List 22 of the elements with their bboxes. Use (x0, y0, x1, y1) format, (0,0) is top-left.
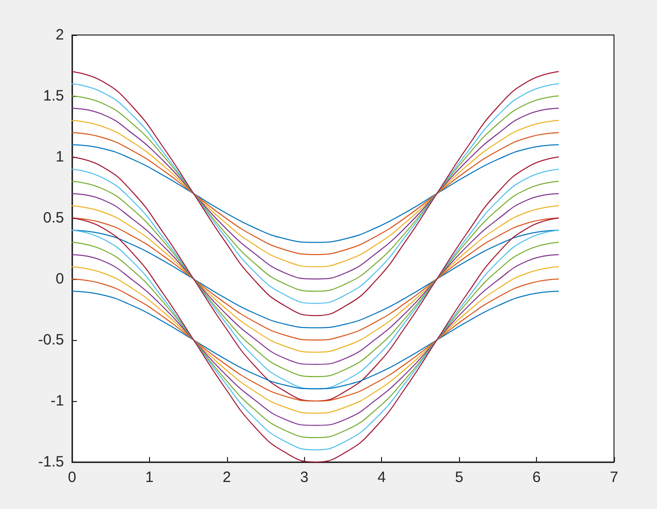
y-tick-label: 1.5 (43, 88, 64, 104)
line-series (72, 218, 559, 340)
line-series (72, 290, 559, 390)
x-tick-label: 0 (68, 469, 76, 486)
x-tick-label: 3 (300, 469, 308, 486)
line-series (72, 132, 559, 256)
line-series (72, 144, 559, 243)
x-tick-label: 5 (454, 469, 464, 486)
y-tick-label: 0 (56, 270, 64, 288)
line-series (72, 278, 559, 402)
x-tick-label: 1 (145, 469, 154, 486)
x-tick-label: 2 (222, 469, 232, 486)
y-tick-label: -0.5 (38, 332, 64, 348)
line-series (72, 230, 559, 328)
x-tick-label: 4 (378, 469, 386, 486)
y-tick-label: 2 (56, 26, 64, 44)
y-tick-label: -1 (50, 392, 64, 410)
y-tick-label: -1.5 (38, 454, 64, 470)
x-tick-label: 6 (532, 469, 541, 486)
y-tick-label: 1 (56, 148, 64, 166)
x-tick-label: 7 (610, 469, 618, 486)
y-tick-label: 0.5 (43, 210, 64, 226)
